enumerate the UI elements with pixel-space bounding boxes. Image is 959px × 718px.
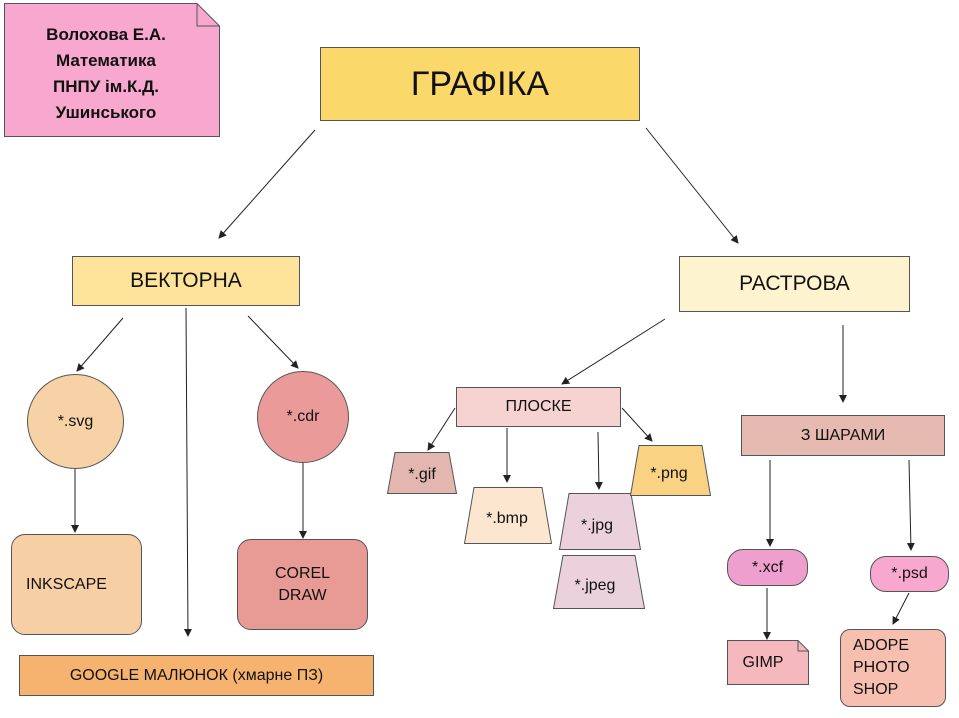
arrow-raster-to-flat (561, 318, 666, 385)
layered-label: З ШАРАМИ (800, 426, 886, 444)
arrow-root-to-raster (645, 127, 739, 244)
svg-format-label: *.svg (57, 412, 94, 430)
photoshop-label-line1: ADOPE (853, 637, 910, 654)
inkscape-node: INKSCAPE (11, 534, 142, 635)
raster-label: РАСТРОВА (739, 272, 850, 295)
arrow-flat-to-gif (427, 407, 456, 451)
author-subject: Математика (56, 51, 156, 70)
author-university-line2: Ушинського (55, 103, 157, 122)
corel-label-line1: COREL (274, 564, 331, 582)
xcf-format-label: *.xcf (751, 558, 784, 576)
gimp-node-shape (727, 640, 809, 685)
flat-node: ПЛОСКЕ (456, 387, 621, 427)
raster-node: РАСТРОВА (679, 256, 910, 312)
arrow-vector-to-cdr (247, 315, 299, 369)
author-university-line1: ПНПУ ім.К.Д. (53, 77, 159, 96)
jpg-format-shape (558, 493, 642, 550)
png-format-label: *.png (650, 465, 688, 482)
photoshop-label-line3: SHOP (853, 681, 899, 698)
author-note: Волохова Е.А. Математика ПНПУ ім.К.Д. Уш… (4, 20, 208, 128)
flat-label: ПЛОСКЕ (505, 398, 572, 415)
vector-node: ВЕКТОРНА (72, 256, 300, 306)
cdr-format-node: *.cdr (257, 371, 349, 463)
jpg-format-label: *.jpg (580, 517, 614, 534)
corel-label-line2: DRAW (278, 586, 327, 604)
arrow-flat-to-png (621, 407, 653, 442)
svg-format-node: *.svg (27, 374, 124, 469)
google-drawings-label: GOOGLE МАЛЮНОК (хмарне ПЗ) (69, 666, 324, 684)
cdr-format-label: *.cdr (286, 408, 320, 425)
inkscape-label: INKSCAPE (26, 575, 107, 593)
author-note-shape (4, 3, 220, 137)
vector-label: ВЕКТОРНА (130, 269, 242, 292)
bmp-format-label: *.bmp (486, 510, 528, 527)
gif-format-label: *.gif (408, 466, 436, 483)
bmp-format-shape (463, 487, 553, 544)
corel-draw-node: COREL DRAW (237, 539, 368, 630)
root-label: ГРАФІКА (410, 64, 550, 103)
photoshop-label-line2: PHOTO (853, 659, 910, 676)
jpeg-format-shape (552, 555, 646, 609)
gif-format-shape (386, 452, 458, 494)
arrow-vector-to-google (183, 307, 192, 637)
png-format-shape (629, 445, 712, 496)
author-name: Волохова Е.А. (46, 25, 166, 44)
arrow-vector-to-svg (76, 317, 124, 372)
root-node-grafika: ГРАФІКА (320, 47, 640, 121)
layered-node: З ШАРАМИ (741, 415, 945, 456)
photoshop-node: ADOPE PHOTO SHOP (840, 629, 946, 707)
gimp-label: GIMP (742, 653, 784, 671)
psd-format-label: *.psd (891, 565, 928, 582)
arrow-root-to-vector (218, 129, 316, 239)
xcf-format-node: *.xcf (727, 549, 808, 586)
arrow-psd-to-photoshop (892, 592, 910, 625)
arrow-layered-to-psd (906, 459, 915, 551)
author-note-fill (4, 3, 220, 137)
jpeg-format-label: *.jpeg (574, 576, 616, 594)
psd-format-node: *.psd (870, 556, 949, 592)
arrow-flat-to-jpg (594, 431, 603, 490)
google-drawings-node: GOOGLE МАЛЮНОК (хмарне ПЗ) (19, 655, 374, 696)
